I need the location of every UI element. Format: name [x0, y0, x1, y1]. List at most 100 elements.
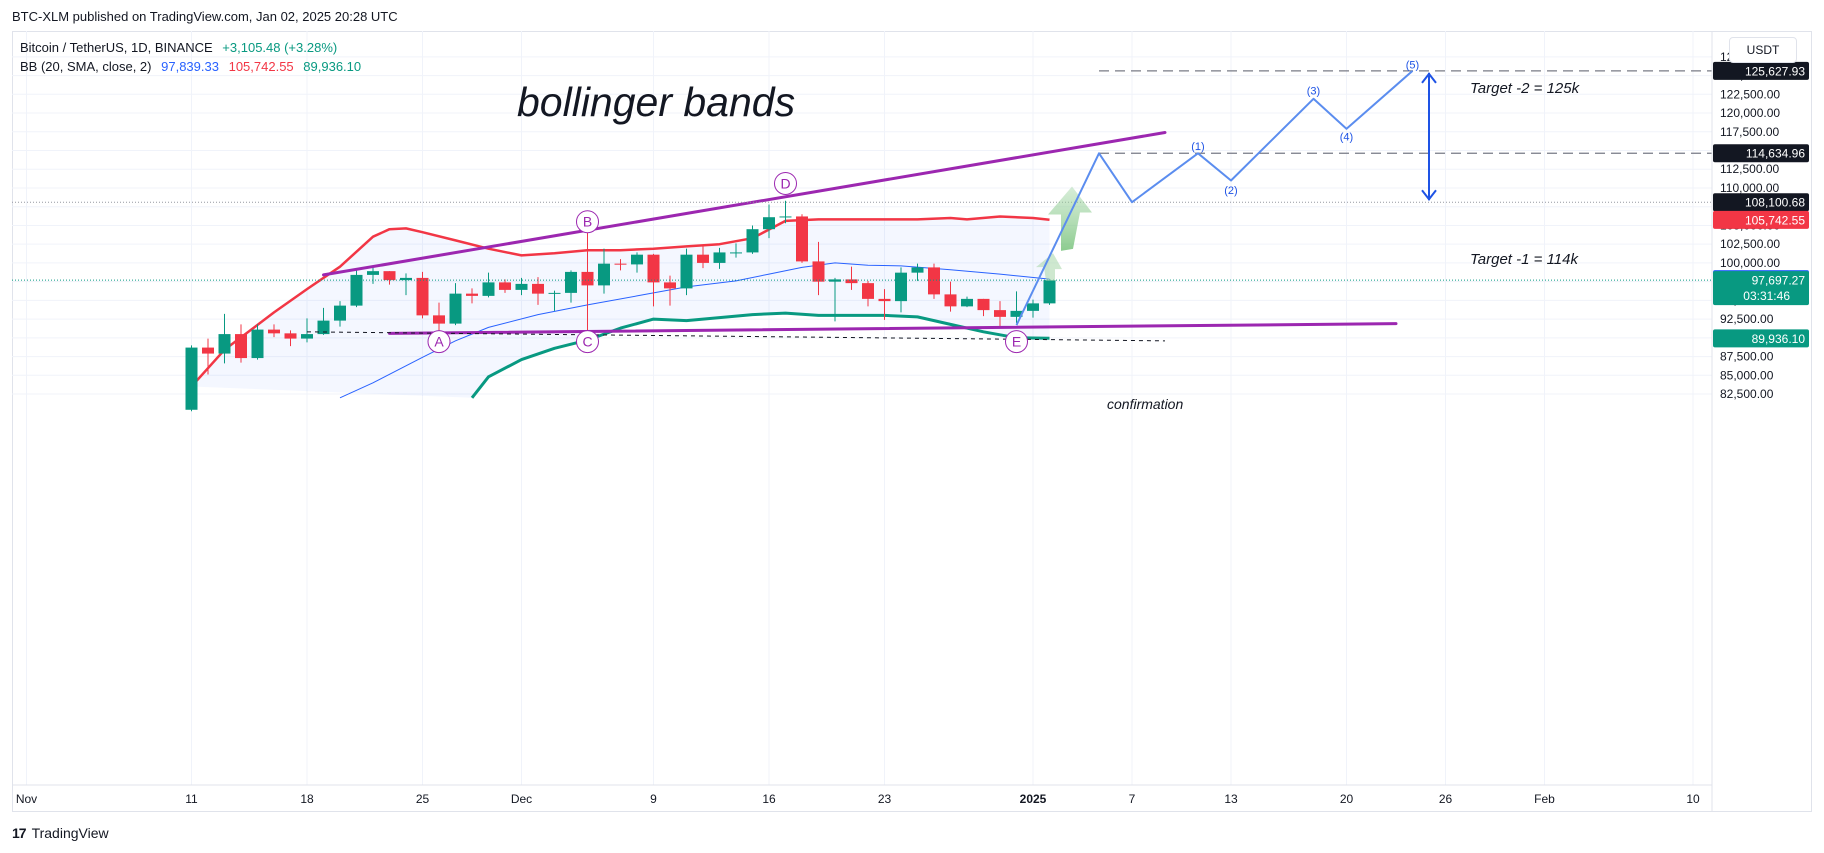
price-tick-label: 85,000.00: [1720, 368, 1774, 382]
bb-upper-line: [190, 215, 1050, 388]
candle: [499, 279, 511, 293]
candle: [845, 266, 858, 290]
candle-body: [251, 329, 264, 359]
chart-legend: Bitcoin / TetherUS, 1D, BINANCE +3,105.4…: [20, 38, 367, 76]
legend-symbol: Bitcoin / TetherUS, 1D, BINANCE: [20, 40, 213, 55]
candle-body: [647, 254, 660, 283]
price-tick-label: 120,000.00: [1720, 106, 1780, 120]
point-letter: A: [434, 334, 444, 350]
time-tick-label: 13: [1224, 792, 1238, 806]
candle: [383, 271, 396, 285]
candle: [862, 280, 874, 307]
legend-symbol-row[interactable]: Bitcoin / TetherUS, 1D, BINANCE +3,105.4…: [20, 38, 367, 57]
point-circle: [774, 171, 797, 195]
confirmation-arrow-icon: [1048, 186, 1092, 251]
price-tag-text: 125,627.93: [1745, 64, 1805, 78]
price-tag-bg: [1713, 193, 1809, 212]
point-circle: [576, 330, 599, 354]
annotation-title: bollinger bands: [517, 79, 795, 125]
candle-body: [928, 267, 940, 295]
candle-body: [1043, 280, 1056, 304]
candle-body: [284, 333, 297, 339]
candle: [911, 263, 924, 281]
time-tick-label: 18: [300, 792, 314, 806]
tradingview-brand: TradingView: [31, 825, 109, 841]
candle-body: [367, 271, 379, 275]
point-circle: [427, 330, 451, 354]
candle-body: [235, 334, 247, 359]
candle: [779, 200, 792, 224]
arrow-up-icon: [1421, 72, 1437, 84]
candle-body: [350, 274, 363, 306]
price-tag-bg: [1713, 61, 1809, 80]
candle: [581, 232, 594, 335]
candle-body: [713, 252, 726, 263]
price-tag-text: 108,100.68: [1745, 196, 1805, 210]
legend-bb-basis: 97,839.33: [161, 59, 219, 74]
candle: [449, 283, 462, 326]
legend-change: +3,105.48 (+3.28%): [222, 40, 338, 55]
candle-body: [433, 315, 445, 324]
tradingview-mark-icon: 17: [12, 825, 27, 841]
candle: [763, 204, 775, 239]
time-tick-label: 11: [185, 792, 198, 806]
wave-label: (4): [1340, 131, 1353, 143]
chart-frame: [12, 31, 1812, 812]
candle: [928, 263, 940, 299]
candle: [614, 259, 627, 271]
annotation-confirmation: confirmation: [1107, 396, 1183, 412]
tradingview-logo[interactable]: 17 TradingView: [12, 825, 109, 841]
candle-body: [301, 334, 313, 339]
candle-body: [961, 298, 973, 307]
time-tick-label: 23: [878, 792, 892, 806]
candle: [1043, 279, 1056, 305]
price-tick-label: 92,500.00: [1720, 312, 1774, 326]
time-tick-label: 16: [762, 792, 776, 806]
candle-body: [680, 254, 693, 289]
price-tag: 125,627.93: [1713, 61, 1809, 80]
candle: [598, 248, 610, 294]
price-tick-label: 122,500.00: [1720, 87, 1780, 101]
point-letter: D: [780, 175, 790, 191]
currency-button[interactable]: USDT: [1729, 37, 1797, 63]
candle-body: [383, 271, 396, 281]
wave-label: (2): [1224, 185, 1237, 197]
price-tag: 108,100.68: [1713, 193, 1809, 212]
time-tick-label: Dec: [511, 792, 532, 806]
candle-body: [548, 292, 561, 294]
candle: [746, 225, 759, 254]
candle: [1027, 299, 1039, 318]
candle-body: [944, 294, 957, 307]
candle-body: [449, 293, 462, 324]
legend-bb-row[interactable]: BB (20, SMA, close, 2) 97,839.33 105,742…: [20, 57, 367, 76]
point-label-a: A: [427, 330, 451, 354]
candle: [977, 298, 990, 317]
price-tick-label: 117,500.00: [1720, 125, 1779, 139]
candle-body: [400, 277, 412, 281]
candle: [218, 313, 231, 364]
candle-body: [416, 277, 429, 316]
candle: [994, 301, 1006, 327]
candle-body: [994, 310, 1006, 317]
candle: [812, 241, 825, 296]
point-letter: E: [1012, 334, 1021, 350]
point-circle: [1005, 330, 1028, 354]
price-tag: 89,936.10: [1713, 329, 1809, 348]
candle-body: [631, 254, 643, 265]
candle: [548, 290, 561, 311]
candle-body: [532, 283, 544, 294]
arrow-down-icon: [1421, 189, 1437, 201]
small-arrow-icon: [1036, 253, 1062, 281]
candle-body: [268, 329, 280, 334]
candle: [433, 302, 445, 332]
candle-body: [977, 298, 990, 311]
candle: [1010, 291, 1023, 323]
last-price-text: 97,697.27: [1752, 274, 1806, 288]
price-tag-bg: [1713, 144, 1809, 163]
time-tick-label: 7: [1129, 792, 1136, 806]
candle-body: [812, 261, 825, 282]
time-tick-label: Nov: [16, 792, 37, 806]
point-label-e: E: [1005, 330, 1028, 354]
